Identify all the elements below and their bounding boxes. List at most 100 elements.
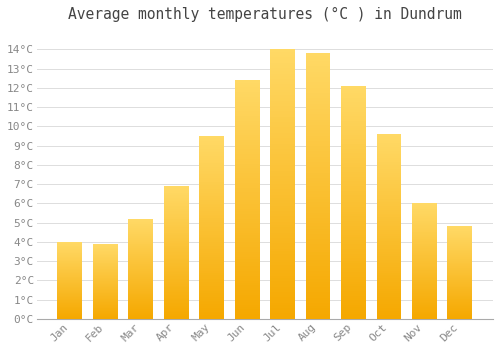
Bar [93,256,118,257]
Bar [448,234,472,235]
Bar [128,306,153,307]
Bar [128,229,153,230]
Bar [270,273,295,276]
Bar [128,258,153,259]
Bar [93,252,118,253]
Bar [412,293,437,295]
Bar [164,304,188,306]
Bar [164,186,188,187]
Bar [306,197,330,199]
Bar [200,280,224,282]
Bar [412,221,437,222]
Bar [200,284,224,286]
Bar [58,286,82,287]
Bar [412,310,437,311]
Bar [58,276,82,277]
Bar [270,230,295,233]
Bar [412,270,437,272]
Bar [341,207,366,209]
Bar [376,239,402,241]
Bar [376,291,402,293]
Bar [235,235,260,238]
Bar [58,253,82,254]
Bar [376,315,402,317]
Bar [341,116,366,119]
Bar [341,158,366,160]
Bar [341,258,366,261]
Bar [128,231,153,232]
Bar [448,230,472,231]
Bar [235,261,260,264]
Bar [235,138,260,140]
Bar [341,123,366,126]
Bar [200,313,224,315]
Bar [448,293,472,294]
Bar [128,295,153,296]
Bar [93,253,118,254]
Bar [306,101,330,104]
Bar [164,283,188,284]
Bar [448,283,472,284]
Bar [376,236,402,238]
Bar [235,178,260,180]
Bar [164,207,188,209]
Bar [412,285,437,287]
Bar [128,255,153,256]
Bar [93,281,118,282]
Bar [164,220,188,222]
Bar [235,293,260,295]
Bar [341,251,366,254]
Bar [58,295,82,296]
Bar [200,174,224,176]
Bar [306,98,330,101]
Bar [200,238,224,240]
Bar [270,149,295,152]
Bar [58,249,82,250]
Bar [306,181,330,183]
Bar [58,315,82,316]
Bar [376,219,402,221]
Bar [376,169,402,171]
Bar [306,144,330,146]
Bar [58,299,82,300]
Bar [235,298,260,300]
Bar [58,303,82,304]
Bar [376,280,402,282]
Bar [306,279,330,282]
Bar [306,311,330,314]
Bar [448,240,472,241]
Bar [200,150,224,153]
Bar [200,158,224,160]
Bar [412,276,437,277]
Bar [128,313,153,314]
Bar [341,149,366,151]
Bar [128,247,153,248]
Bar [200,207,224,209]
Bar [128,310,153,311]
Bar [128,317,153,318]
Bar [448,272,472,273]
Bar [235,221,260,223]
Bar [448,235,472,236]
Bar [200,147,224,149]
Bar [235,228,260,231]
Bar [376,180,402,182]
Bar [448,241,472,242]
Bar [235,252,260,254]
Bar [341,214,366,216]
Bar [58,305,82,306]
Bar [376,243,402,245]
Bar [448,274,472,275]
Bar [200,237,224,238]
Bar [235,240,260,243]
Bar [341,254,366,256]
Bar [341,230,366,233]
Bar [270,146,295,149]
Bar [235,102,260,104]
Bar [448,307,472,308]
Bar [164,295,188,296]
Bar [200,242,224,244]
Bar [412,287,437,288]
Bar [164,312,188,314]
Bar [376,306,402,308]
